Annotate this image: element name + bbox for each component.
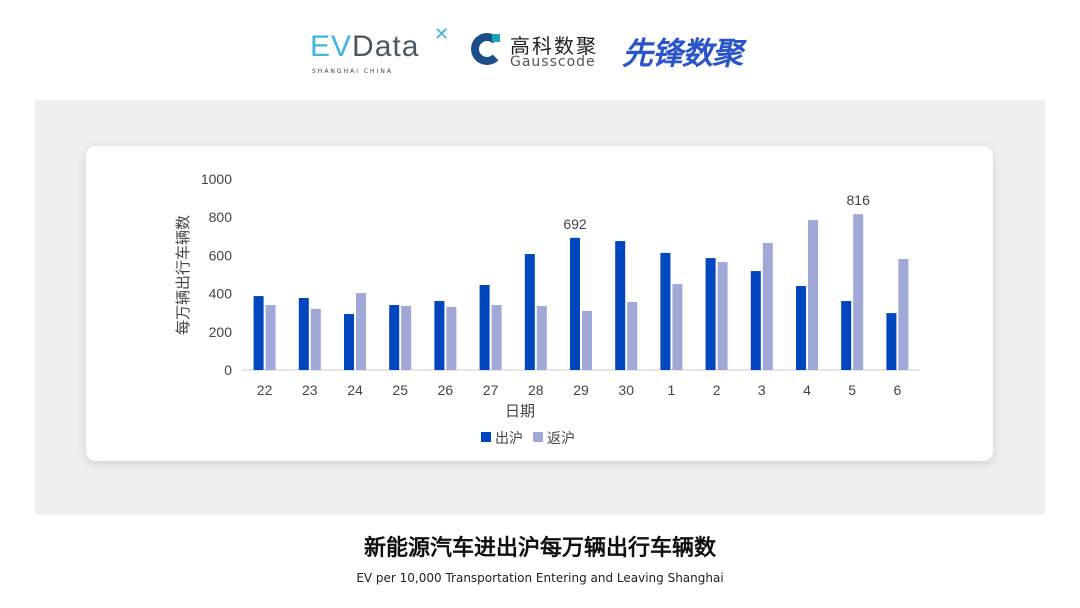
bar-return	[762, 242, 773, 370]
x-tick-label: 3	[758, 382, 766, 398]
y-tick-label: 200	[209, 324, 233, 340]
bar-return	[356, 293, 366, 370]
bar-out	[615, 241, 626, 370]
bar-return	[898, 259, 909, 370]
bar-out	[886, 313, 897, 370]
bar-out	[705, 258, 716, 370]
gausscode-cn: 高科数聚	[510, 34, 598, 58]
gausscode-icon	[471, 33, 503, 65]
evdata-sub: SHANGHAI CHINA	[312, 68, 393, 75]
legend-label: 返沪	[547, 431, 575, 447]
bar-out	[434, 301, 445, 370]
bar-out	[298, 297, 309, 370]
x-axis-title: 日期	[505, 402, 535, 420]
bar-out	[479, 285, 490, 370]
bar-out	[570, 237, 580, 370]
bar-return	[491, 305, 502, 370]
y-tick-label: 0	[224, 362, 232, 378]
bar-out	[389, 305, 400, 370]
bar-return	[853, 214, 864, 370]
bar-return	[401, 306, 412, 370]
x-tick-label: 22	[257, 382, 273, 398]
x-tick-label: 26	[438, 382, 454, 398]
evdata-logo: EVData	[310, 30, 420, 63]
bar-return	[310, 308, 321, 370]
y-tick-label: 1000	[201, 171, 232, 187]
bar-out	[253, 296, 264, 370]
data-label: 816	[847, 192, 871, 208]
bar-return	[536, 306, 547, 370]
y-tick-label: 600	[209, 247, 233, 263]
bar-out	[841, 301, 852, 370]
x-tick-label: 2	[713, 382, 721, 398]
bar-out	[796, 285, 806, 370]
x-tick-label: 23	[302, 382, 318, 398]
y-axis-title: 每万辆出行车辆数	[174, 215, 192, 335]
bar-return	[446, 306, 457, 370]
evdata-x-icon: ✕	[434, 24, 450, 45]
gausscode-en: Gausscode	[510, 54, 596, 70]
x-tick-label: 30	[618, 382, 634, 398]
x-tick-label: 29	[573, 382, 589, 398]
legend-swatch	[533, 432, 543, 442]
bar-return	[265, 305, 276, 370]
bar-out	[660, 252, 671, 370]
logo-bar: EVData ✕ SHANGHAI CHINA 高科数聚 Gausscode 先…	[0, 22, 1080, 77]
legend-swatch	[481, 432, 491, 442]
gausscode-square-icon	[492, 34, 500, 42]
legend-label: 出沪	[495, 431, 523, 447]
bar-return	[627, 302, 638, 370]
x-tick-label: 28	[528, 382, 544, 398]
caption-subtitle: EV per 10,000 Transportation Entering an…	[356, 571, 724, 585]
xianfeng-logo: 先锋数聚	[622, 36, 743, 72]
x-tick-label: 1	[668, 382, 676, 398]
y-tick-label: 400	[209, 286, 233, 302]
x-tick-label: 4	[803, 382, 811, 398]
x-tick-label: 27	[483, 382, 499, 398]
caption-title: 新能源汽车进出沪每万辆出行车辆数	[363, 536, 716, 561]
x-tick-label: 24	[347, 382, 363, 398]
bar-return	[672, 284, 683, 370]
x-tick-label: 25	[392, 382, 408, 398]
x-tick-label: 5	[848, 382, 856, 398]
bar-out	[524, 254, 535, 370]
bar-return	[808, 220, 818, 370]
y-tick-label: 800	[209, 209, 233, 225]
bar-out	[750, 271, 761, 370]
x-tick-label: 6	[894, 382, 902, 398]
bar-out	[344, 314, 354, 370]
bar-return	[582, 310, 592, 370]
data-label: 692	[563, 216, 587, 232]
bar-return	[717, 262, 728, 370]
